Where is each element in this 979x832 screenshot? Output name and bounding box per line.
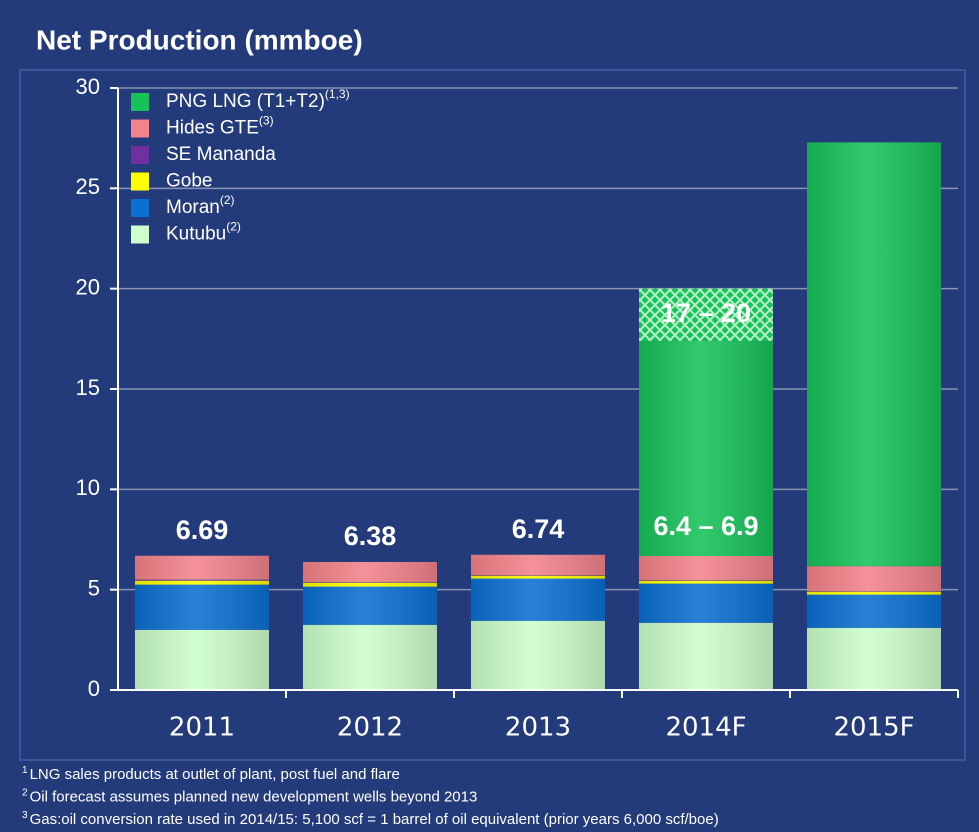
legend-label: Hides GTE(3): [166, 114, 274, 139]
footnote: 3 Gas:oil conversion rate used in 2014/15…: [22, 810, 719, 828]
y-tick-label: 5: [88, 575, 100, 600]
x-tick-label: 2013: [505, 713, 571, 743]
total-label: 6.38: [344, 521, 397, 551]
x-tick-label: 2011: [169, 713, 235, 743]
footnote-mark: 1: [22, 765, 28, 776]
range-label: 17 – 20: [661, 298, 751, 328]
legend-name: Gobe: [166, 171, 212, 192]
bar-shading: [303, 561, 437, 690]
legend-swatch: [131, 119, 149, 138]
bar-shading: [807, 142, 941, 690]
footnote-text: LNG sales products at outlet of plant, p…: [30, 766, 400, 783]
legend-name: SE Mananda: [166, 144, 276, 165]
y-tick-label: 30: [76, 74, 100, 99]
legend-swatch: [131, 172, 149, 191]
legend-name: Moran: [166, 197, 220, 218]
footnote: 1 LNG sales products at outlet of plant, …: [22, 765, 400, 783]
legend-label: Kutubu(2): [166, 220, 241, 245]
footnote-mark: 2: [22, 787, 28, 798]
y-tick-label: 0: [88, 676, 100, 701]
legend-sup: (3): [259, 114, 274, 128]
legend-sup: (2): [226, 220, 241, 234]
total-label: 6.69: [176, 515, 229, 545]
legend-swatch: [131, 199, 149, 217]
legend-name: PNG LNG (T1+T2): [166, 91, 325, 112]
legend-label: PNG LNG (T1+T2)(1,3): [166, 87, 350, 112]
legend-label: SE Mananda: [166, 144, 276, 165]
bar-shading: [135, 555, 269, 690]
legend-swatch: [131, 225, 149, 244]
range-band: [639, 288, 773, 341]
footnote-text: Oil forecast assumes planned new develop…: [30, 788, 478, 805]
footnote-mark: 3: [22, 810, 28, 821]
x-tick-label: 2012: [337, 713, 403, 743]
legend-sup: (1,3): [325, 87, 350, 101]
y-tick-label: 15: [76, 375, 100, 400]
x-tick-label: 2014F: [665, 713, 746, 743]
total-label: 6.74: [512, 514, 565, 544]
bar-shading: [639, 340, 773, 690]
y-tick-label: 20: [76, 274, 100, 299]
footnote: 2 Oil forecast assumes planned new develo…: [22, 787, 477, 805]
bar-shading: [471, 554, 605, 690]
legend-swatch: [131, 146, 149, 164]
legend-sup: (2): [220, 193, 235, 207]
y-tick-label: 25: [76, 174, 100, 199]
y-tick-label: 10: [76, 475, 100, 500]
legend-label: Gobe: [166, 171, 212, 192]
plot-frame: [19, 69, 966, 761]
legend-swatch: [131, 93, 149, 111]
x-tick-label: 2015F: [833, 713, 914, 743]
legend-name: Kutubu: [166, 224, 226, 245]
legend-name: Hides GTE: [166, 118, 259, 139]
legend-label: Moran(2): [166, 193, 235, 218]
footnote-text: Gas:oil conversion rate used in 2014/15:…: [30, 811, 719, 828]
total-label: 6.4 – 6.9: [653, 511, 758, 541]
chart-title: Net Production (mmboe): [36, 24, 363, 55]
